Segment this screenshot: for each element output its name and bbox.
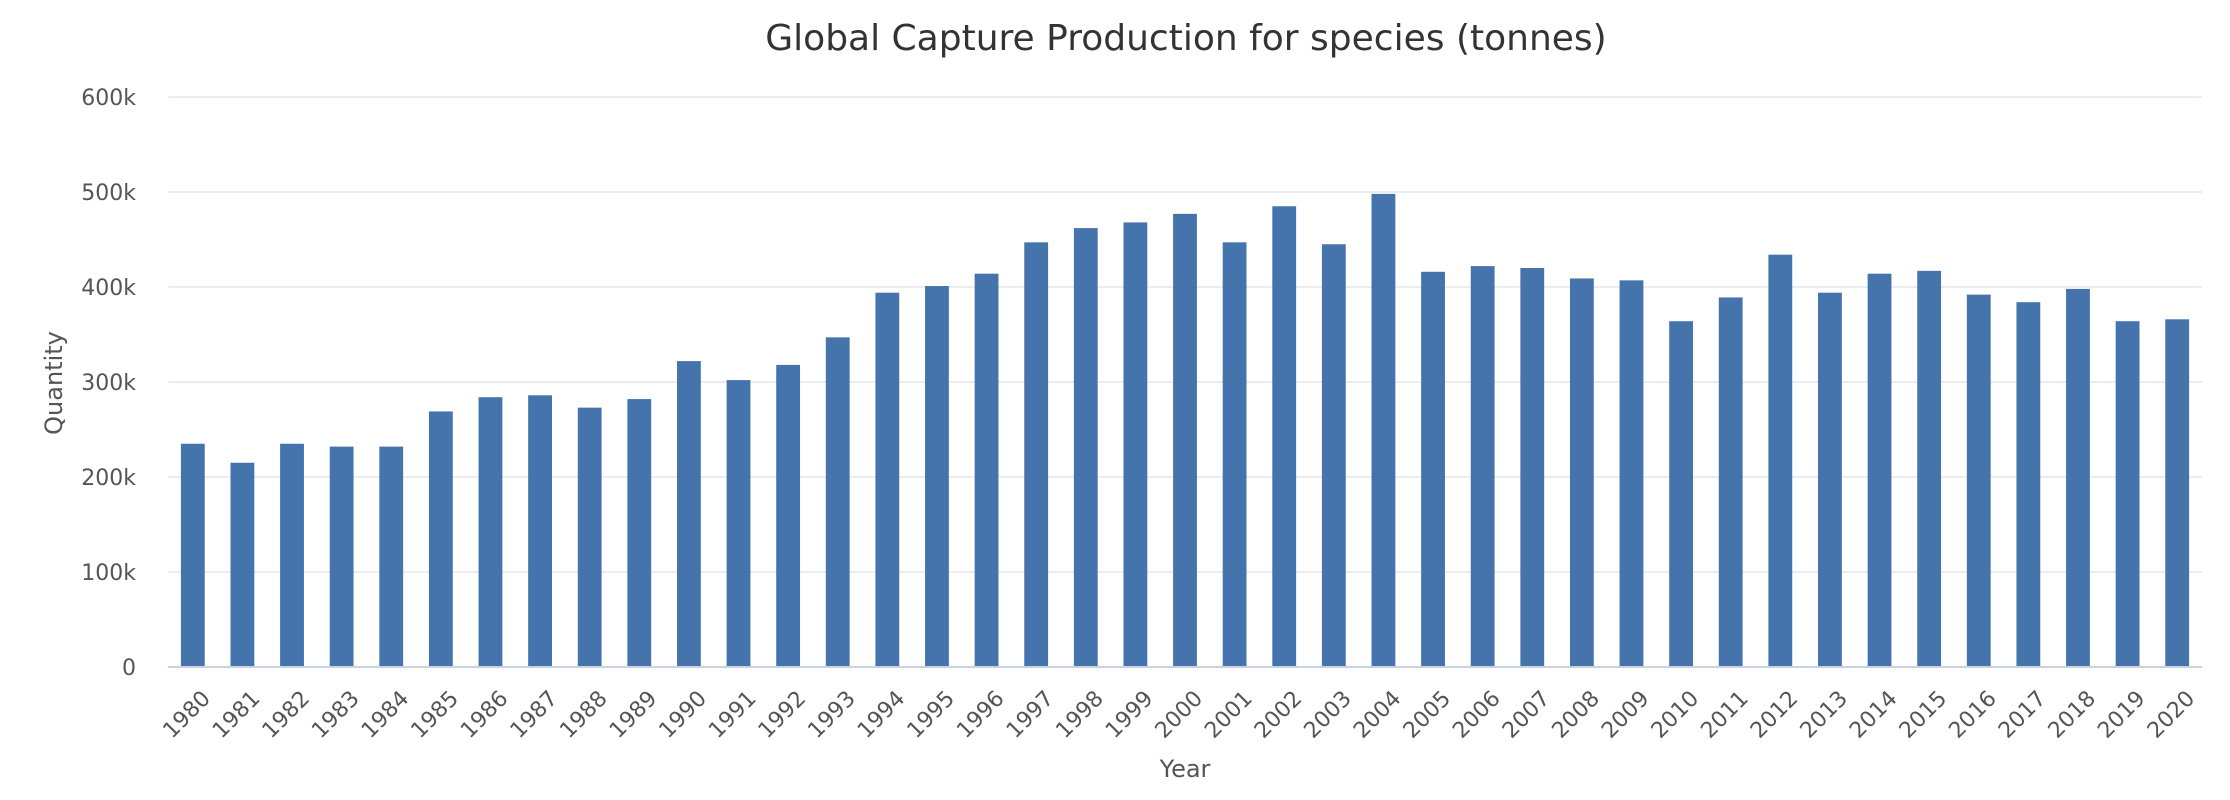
x-tick-label: 1980 xyxy=(159,686,216,743)
bar-1990[interactable] xyxy=(676,361,701,667)
bar-2003[interactable] xyxy=(1321,244,1346,667)
bar-2020[interactable] xyxy=(2165,319,2190,667)
x-tick-label: 1994 xyxy=(853,686,910,743)
y-axis-ticks: 0 100k 200k 300k 400k 500k 600k xyxy=(81,86,136,681)
x-tick-label: 1996 xyxy=(952,686,1009,743)
bar-1991[interactable] xyxy=(726,380,751,667)
x-tick-label: 2020 xyxy=(2143,686,2200,743)
x-axis-ticks: 1980198119821983198419851986198719881989… xyxy=(159,686,2201,743)
x-tick-label: 1985 xyxy=(407,686,464,743)
x-tick-label: 1984 xyxy=(357,686,414,743)
bar-1996[interactable] xyxy=(974,273,999,667)
x-tick-label: 2009 xyxy=(1597,686,1654,743)
y-axis-title: Quantity xyxy=(40,331,68,435)
bar-2005[interactable] xyxy=(1421,271,1445,667)
bar-2011[interactable] xyxy=(1718,297,1743,667)
x-tick-label: 2017 xyxy=(1994,686,2051,743)
bar-2013[interactable] xyxy=(1818,292,1842,667)
x-tick-label: 1992 xyxy=(754,686,811,743)
bar-2019[interactable] xyxy=(2115,321,2140,667)
y-tick-label: 300k xyxy=(81,371,136,396)
y-tick-label: 0 xyxy=(122,656,136,681)
bar-2018[interactable] xyxy=(2066,288,2090,667)
x-tick-label: 1988 xyxy=(555,686,612,743)
y-tick-label: 600k xyxy=(81,86,136,111)
bar-2014[interactable] xyxy=(1867,273,1892,667)
x-tick-label: 1982 xyxy=(258,686,315,743)
bar-1983[interactable] xyxy=(329,446,354,667)
x-tick-label: 2002 xyxy=(1250,686,1307,743)
x-tick-label: 2010 xyxy=(1647,686,1704,743)
x-tick-label: 2019 xyxy=(2093,686,2150,743)
x-tick-label: 2007 xyxy=(1498,686,1555,743)
bar-1981[interactable] xyxy=(230,462,255,667)
x-tick-label: 1999 xyxy=(1101,686,1158,743)
bar-2009[interactable] xyxy=(1619,280,1644,667)
x-tick-label: 2006 xyxy=(1448,686,1505,743)
bar-1999[interactable] xyxy=(1123,222,1148,667)
x-axis-title: Year xyxy=(1159,755,1211,783)
x-tick-label: 1986 xyxy=(456,686,513,743)
x-tick-label: 2011 xyxy=(1696,686,1753,743)
x-tick-label: 2013 xyxy=(1796,686,1853,743)
bar-1997[interactable] xyxy=(1024,242,1049,667)
bar-1988[interactable] xyxy=(577,407,602,667)
x-tick-label: 2001 xyxy=(1200,686,1257,743)
x-tick-label: 1983 xyxy=(307,686,364,743)
bar-1985[interactable] xyxy=(428,411,453,667)
bar-2010[interactable] xyxy=(1669,321,1694,667)
bar-1989[interactable] xyxy=(627,399,652,667)
x-tick-label: 2000 xyxy=(1151,686,1208,743)
chart-title: Global Capture Production for species (t… xyxy=(765,18,1606,59)
y-tick-label: 100k xyxy=(81,561,136,586)
y-tick-label: 200k xyxy=(81,466,136,491)
bar-2002[interactable] xyxy=(1272,206,1297,667)
x-tick-label: 2005 xyxy=(1399,686,1456,743)
bar-2006[interactable] xyxy=(1470,266,1495,667)
y-tick-label: 400k xyxy=(81,276,136,301)
x-tick-label: 1987 xyxy=(506,686,563,743)
bar-2015[interactable] xyxy=(1917,270,1942,667)
x-tick-label: 1981 xyxy=(208,686,265,743)
x-tick-label: 1998 xyxy=(1051,686,1108,743)
bar-2008[interactable] xyxy=(1569,278,1594,667)
bar-2001[interactable] xyxy=(1222,242,1247,667)
x-tick-label: 2008 xyxy=(1548,686,1605,743)
x-tick-label: 1993 xyxy=(803,686,860,743)
x-tick-label: 1990 xyxy=(655,686,712,743)
x-tick-label: 1991 xyxy=(704,686,761,743)
bar-1995[interactable] xyxy=(925,286,949,667)
bar-1998[interactable] xyxy=(1073,228,1098,667)
bar-1986[interactable] xyxy=(478,397,503,667)
x-tick-label: 2003 xyxy=(1300,686,1357,743)
bar-2000[interactable] xyxy=(1173,213,1197,667)
bar-1984[interactable] xyxy=(379,446,404,667)
x-tick-label: 2016 xyxy=(1944,686,2001,743)
bar-1992[interactable] xyxy=(776,364,801,667)
x-tick-label: 1997 xyxy=(1002,686,1059,743)
bar-2007[interactable] xyxy=(1520,268,1545,667)
bar-2016[interactable] xyxy=(1966,294,1991,667)
x-tick-label: 2018 xyxy=(2044,686,2101,743)
x-tick-label: 2012 xyxy=(1746,686,1803,743)
bar-2012[interactable] xyxy=(1768,254,1793,667)
bar-1993[interactable] xyxy=(825,337,850,667)
bar-1982[interactable] xyxy=(280,443,304,667)
x-tick-label: 2004 xyxy=(1349,686,1406,743)
x-tick-label: 1989 xyxy=(605,686,662,743)
y-tick-label: 500k xyxy=(81,181,136,206)
bars xyxy=(180,193,2190,667)
x-tick-label: 1995 xyxy=(903,686,960,743)
bar-1987[interactable] xyxy=(528,395,552,667)
bar-2004[interactable] xyxy=(1371,193,1396,667)
bar-2017[interactable] xyxy=(2016,302,2041,667)
bar-1994[interactable] xyxy=(875,292,900,667)
x-tick-label: 2014 xyxy=(1845,686,1902,743)
bar-1980[interactable] xyxy=(180,443,205,667)
x-tick-label: 2015 xyxy=(1895,686,1952,743)
